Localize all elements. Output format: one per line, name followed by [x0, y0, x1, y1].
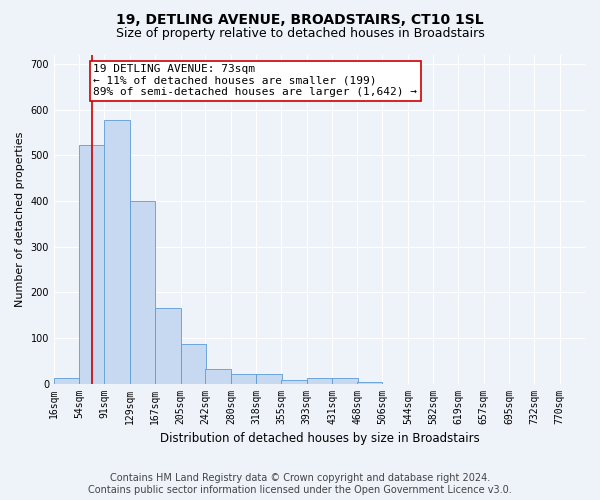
Text: 19 DETLING AVENUE: 73sqm
← 11% of detached houses are smaller (199)
89% of semi-: 19 DETLING AVENUE: 73sqm ← 11% of detach… — [94, 64, 418, 98]
Bar — [130, 201, 155, 384]
Bar — [332, 378, 358, 384]
Bar — [54, 378, 79, 384]
Text: Contains HM Land Registry data © Crown copyright and database right 2024.
Contai: Contains HM Land Registry data © Crown c… — [88, 474, 512, 495]
Bar — [307, 378, 332, 384]
Bar — [205, 369, 231, 384]
Y-axis label: Number of detached properties: Number of detached properties — [15, 132, 25, 307]
X-axis label: Distribution of detached houses by size in Broadstairs: Distribution of detached houses by size … — [160, 432, 479, 445]
Bar — [281, 380, 307, 384]
Bar — [256, 374, 282, 384]
Bar — [104, 120, 130, 384]
Bar — [231, 374, 256, 384]
Bar — [79, 146, 105, 384]
Text: Size of property relative to detached houses in Broadstairs: Size of property relative to detached ho… — [116, 28, 484, 40]
Bar — [181, 344, 206, 384]
Bar — [357, 382, 382, 384]
Text: 19, DETLING AVENUE, BROADSTAIRS, CT10 1SL: 19, DETLING AVENUE, BROADSTAIRS, CT10 1S… — [116, 12, 484, 26]
Bar — [155, 308, 181, 384]
